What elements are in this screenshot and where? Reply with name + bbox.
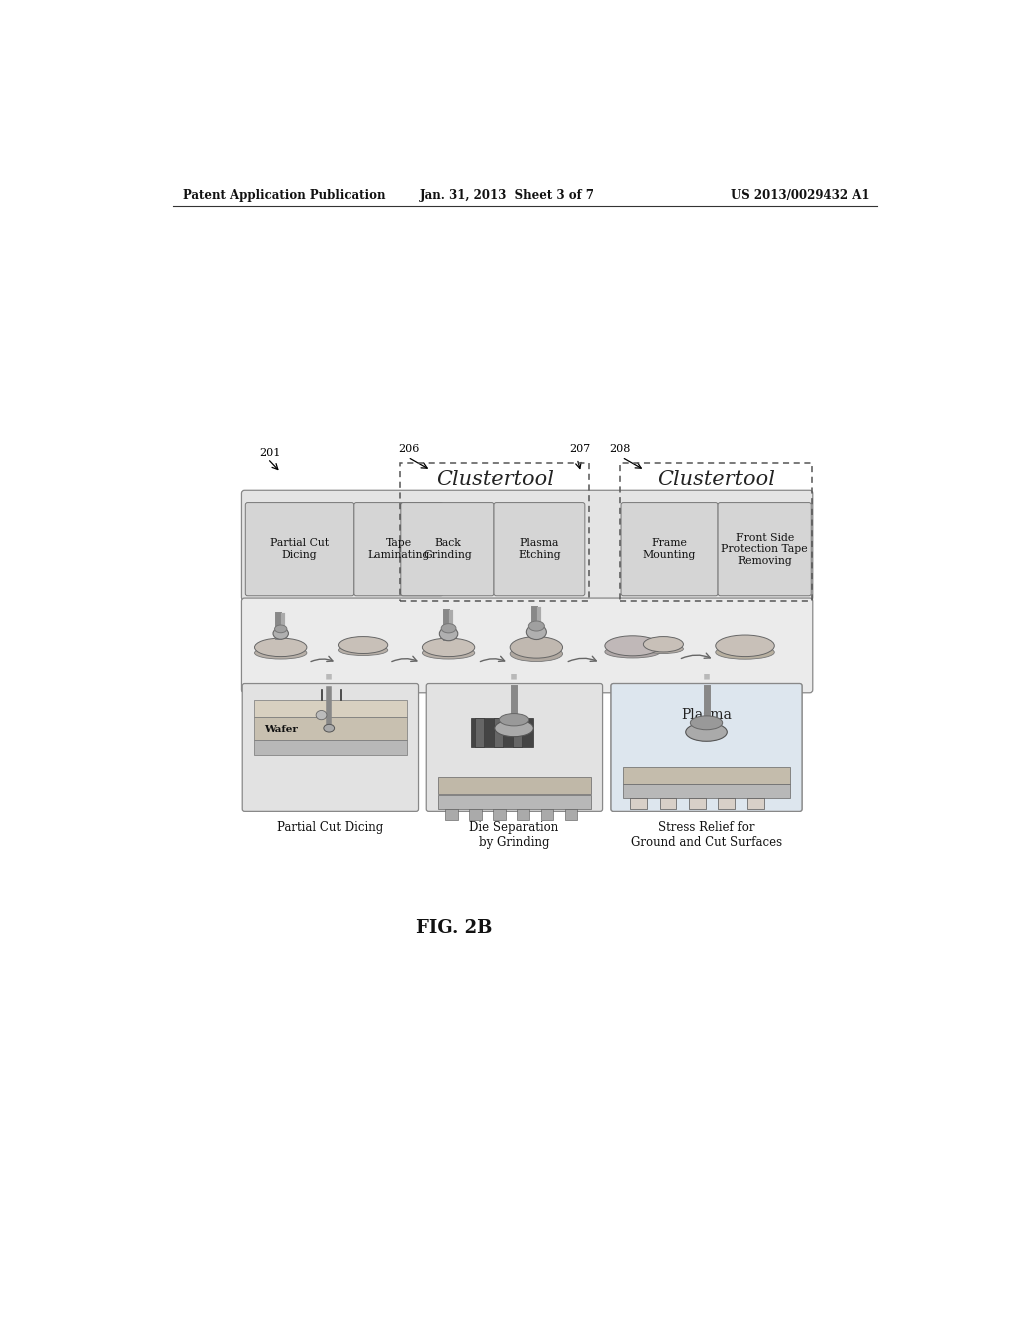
Ellipse shape	[526, 624, 547, 639]
Ellipse shape	[255, 647, 307, 659]
FancyBboxPatch shape	[426, 684, 602, 812]
Text: Plasma
Etching: Plasma Etching	[518, 539, 561, 560]
Text: Partial Cut Dicing: Partial Cut Dicing	[276, 821, 383, 834]
Ellipse shape	[716, 645, 774, 659]
Ellipse shape	[528, 620, 545, 631]
Text: Jan. 31, 2013  Sheet 3 of 7: Jan. 31, 2013 Sheet 3 of 7	[421, 189, 595, 202]
Text: Plasma: Plasma	[681, 708, 732, 722]
FancyBboxPatch shape	[611, 684, 802, 812]
FancyBboxPatch shape	[565, 809, 578, 820]
FancyBboxPatch shape	[494, 809, 506, 820]
FancyBboxPatch shape	[242, 490, 813, 601]
FancyBboxPatch shape	[748, 797, 764, 809]
Ellipse shape	[441, 623, 456, 632]
Text: Patent Application Publication: Patent Application Publication	[183, 189, 385, 202]
Text: Tape
Laminating: Tape Laminating	[368, 539, 430, 560]
Ellipse shape	[273, 628, 289, 639]
Text: Clustertool: Clustertool	[436, 470, 554, 488]
FancyBboxPatch shape	[517, 809, 529, 820]
Text: Partial Cut
Dicing: Partial Cut Dicing	[270, 539, 329, 560]
Ellipse shape	[316, 710, 327, 719]
Ellipse shape	[643, 636, 683, 652]
Ellipse shape	[422, 638, 475, 656]
Ellipse shape	[605, 645, 660, 657]
Text: Back
Grinding: Back Grinding	[423, 539, 472, 560]
FancyBboxPatch shape	[631, 797, 647, 809]
Text: FIG. 2B: FIG. 2B	[416, 920, 493, 937]
FancyBboxPatch shape	[469, 809, 481, 820]
FancyBboxPatch shape	[494, 503, 585, 595]
Ellipse shape	[500, 714, 528, 726]
FancyBboxPatch shape	[513, 718, 522, 747]
Text: Clustertool: Clustertool	[657, 470, 775, 488]
FancyBboxPatch shape	[611, 684, 802, 812]
Ellipse shape	[439, 627, 458, 640]
FancyBboxPatch shape	[254, 700, 407, 717]
Text: Wafer: Wafer	[264, 725, 298, 734]
Ellipse shape	[274, 626, 287, 632]
FancyBboxPatch shape	[242, 598, 813, 693]
Ellipse shape	[422, 647, 475, 659]
Ellipse shape	[495, 719, 534, 737]
Ellipse shape	[686, 723, 727, 742]
Ellipse shape	[716, 635, 774, 656]
FancyBboxPatch shape	[471, 718, 532, 747]
FancyBboxPatch shape	[689, 797, 706, 809]
FancyBboxPatch shape	[621, 503, 718, 595]
Ellipse shape	[643, 644, 683, 653]
Ellipse shape	[324, 725, 335, 733]
FancyBboxPatch shape	[623, 767, 791, 784]
Ellipse shape	[510, 645, 562, 661]
FancyBboxPatch shape	[254, 739, 407, 755]
Text: 201: 201	[259, 447, 281, 458]
Text: 206: 206	[398, 445, 420, 454]
Text: Stress Relief for
Ground and Cut Surfaces: Stress Relief for Ground and Cut Surface…	[631, 821, 782, 849]
FancyBboxPatch shape	[445, 809, 458, 820]
FancyBboxPatch shape	[718, 503, 811, 595]
FancyBboxPatch shape	[494, 718, 503, 747]
FancyBboxPatch shape	[718, 797, 735, 809]
FancyBboxPatch shape	[475, 718, 484, 747]
Text: 208: 208	[609, 445, 631, 454]
Text: US 2013/0029432 A1: US 2013/0029432 A1	[731, 189, 869, 202]
FancyBboxPatch shape	[623, 784, 791, 797]
FancyBboxPatch shape	[438, 776, 591, 793]
FancyBboxPatch shape	[541, 809, 553, 820]
FancyBboxPatch shape	[438, 795, 591, 809]
Ellipse shape	[605, 636, 660, 656]
Text: Front Side
Protection Tape
Removing: Front Side Protection Tape Removing	[721, 532, 808, 566]
FancyBboxPatch shape	[246, 503, 354, 595]
FancyBboxPatch shape	[400, 503, 494, 595]
FancyBboxPatch shape	[659, 797, 677, 809]
FancyBboxPatch shape	[254, 717, 407, 739]
Text: Die Separation
by Grinding: Die Separation by Grinding	[469, 821, 559, 849]
Ellipse shape	[255, 638, 307, 656]
Text: 207: 207	[569, 445, 591, 454]
FancyBboxPatch shape	[243, 684, 419, 812]
Ellipse shape	[510, 636, 562, 659]
Ellipse shape	[339, 644, 388, 656]
Ellipse shape	[690, 715, 723, 730]
Ellipse shape	[339, 636, 388, 653]
FancyBboxPatch shape	[354, 503, 443, 595]
Text: Frame
Mounting: Frame Mounting	[643, 539, 696, 560]
